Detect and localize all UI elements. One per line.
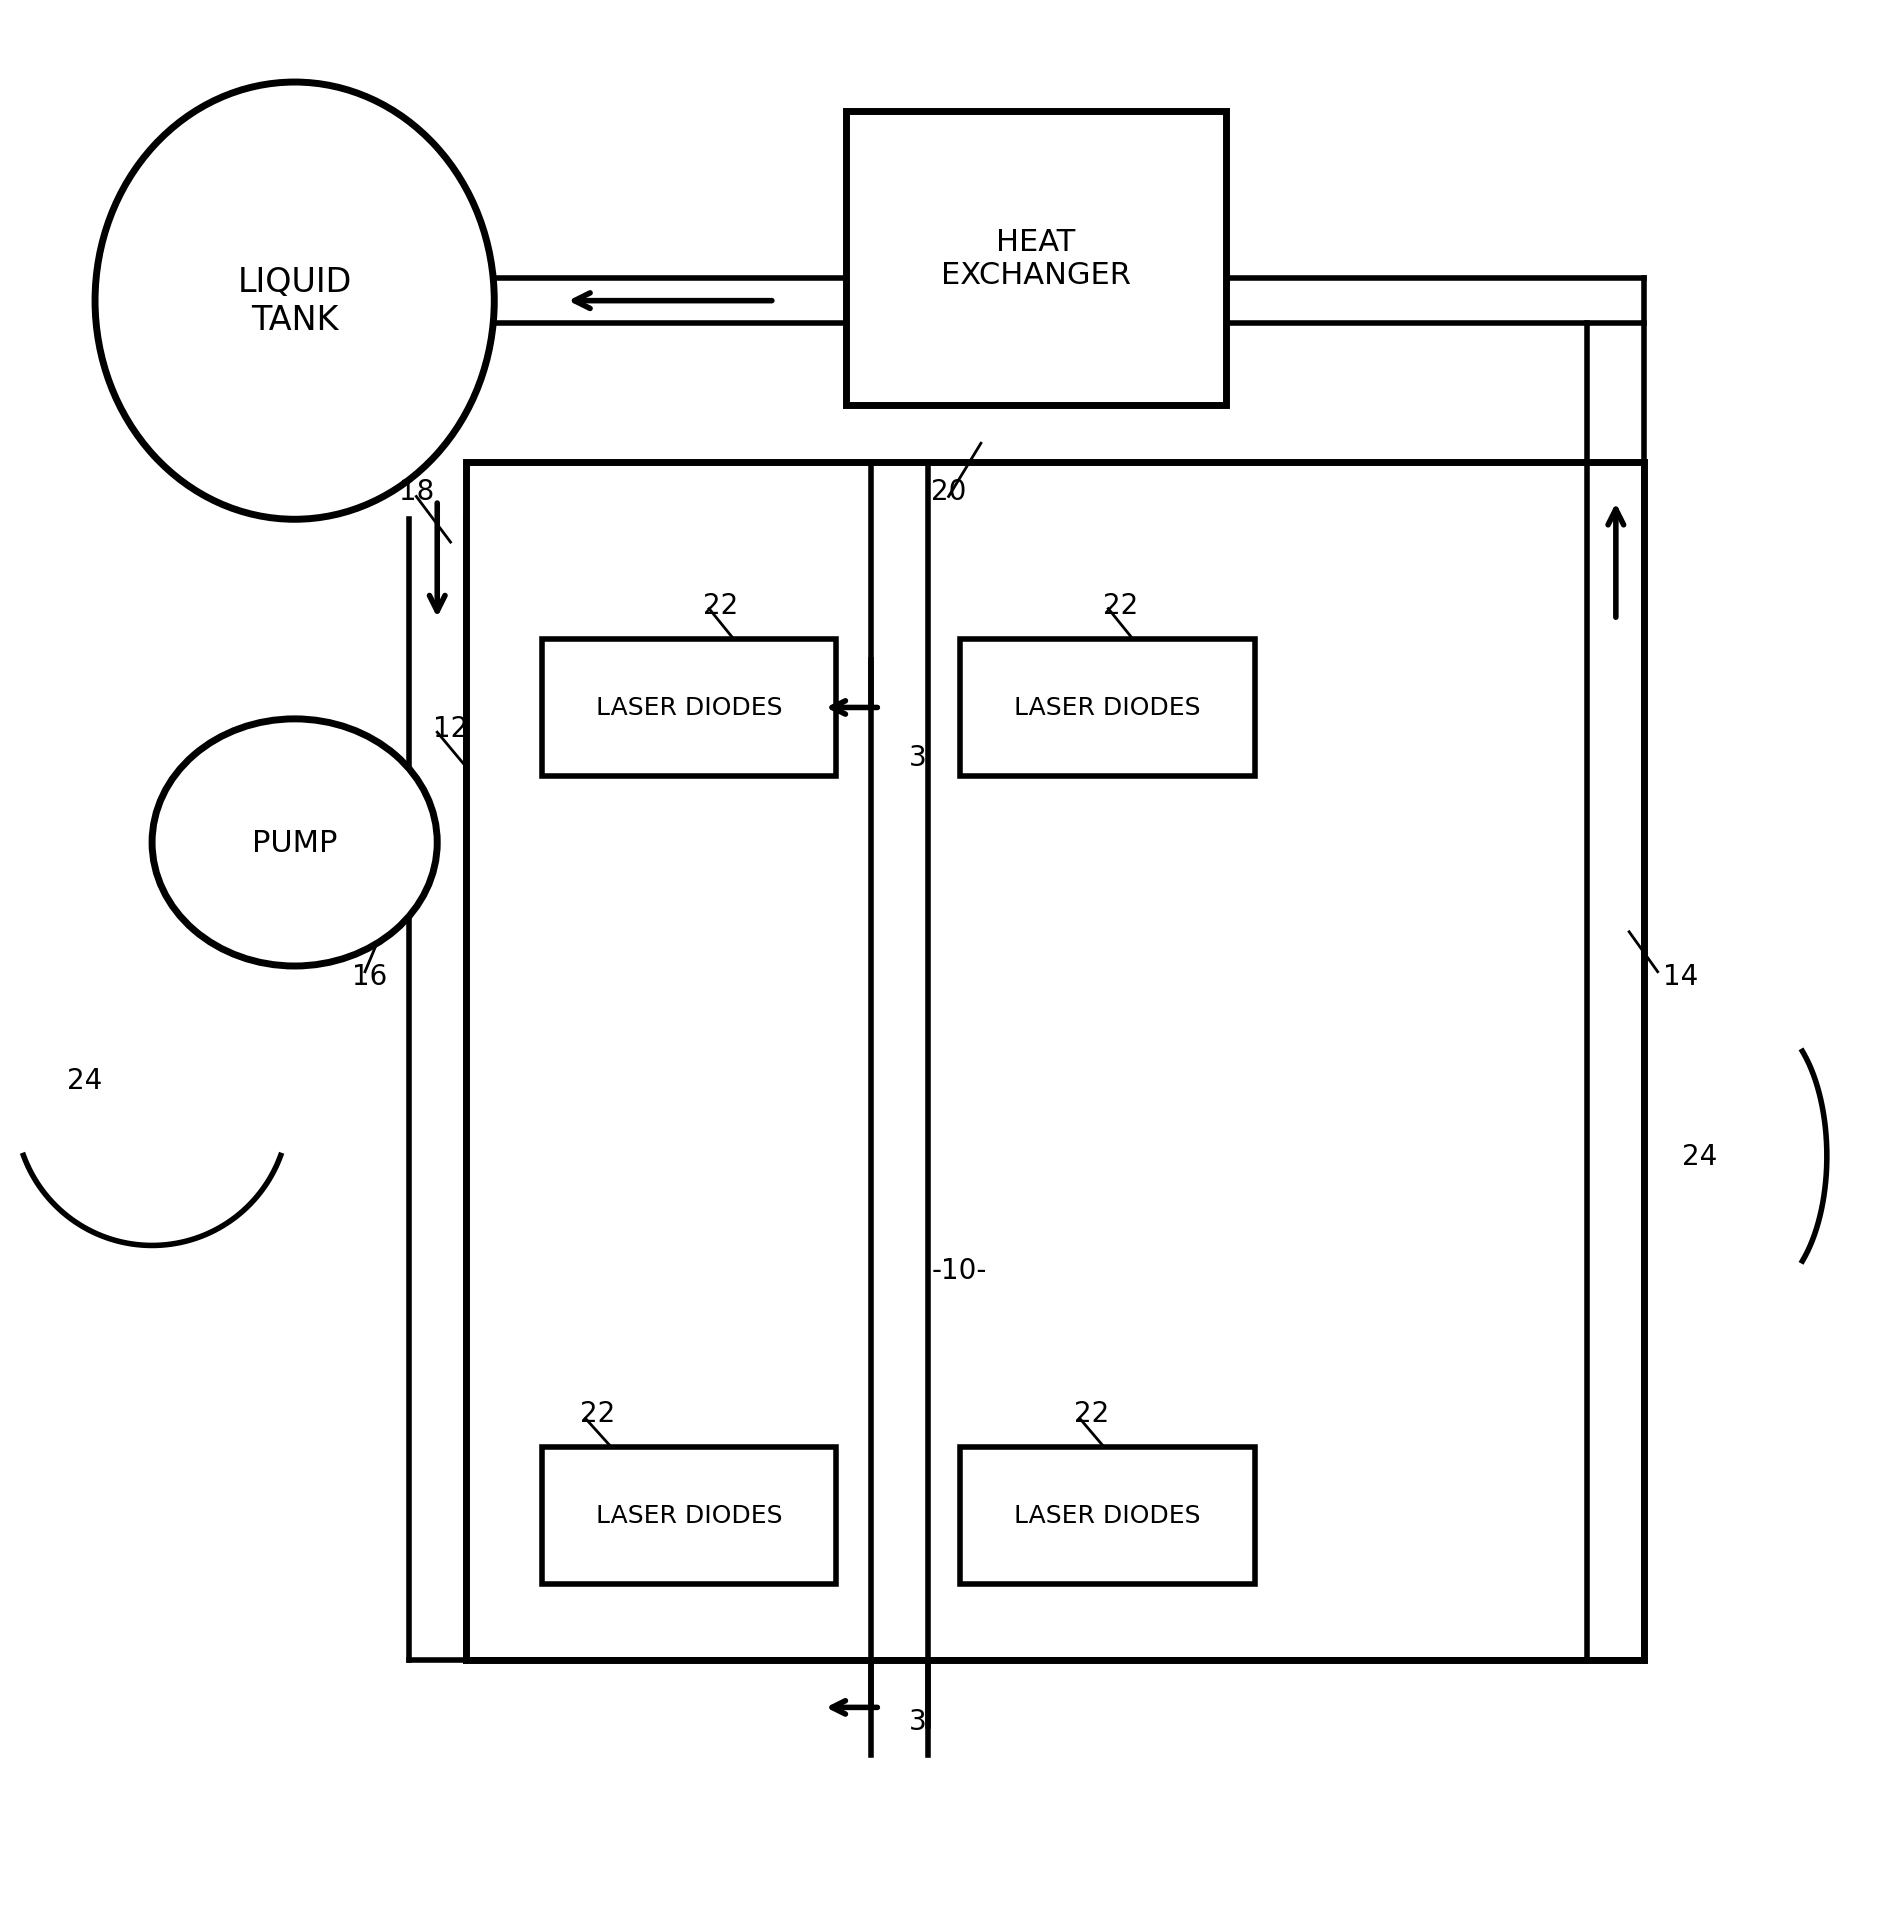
Text: -10-: -10- <box>931 1256 987 1284</box>
Text: 18: 18 <box>399 477 435 505</box>
Bar <box>542 639 836 777</box>
Text: LIQUID
TANK: LIQUID TANK <box>238 266 352 337</box>
Text: LASER DIODES: LASER DIODES <box>595 697 783 720</box>
Text: 20: 20 <box>931 477 968 505</box>
Text: 3: 3 <box>909 743 926 771</box>
Text: 22: 22 <box>580 1399 616 1428</box>
Text: 22: 22 <box>703 591 739 620</box>
Text: 12: 12 <box>433 716 470 743</box>
Text: 14: 14 <box>1663 963 1699 990</box>
Bar <box>542 1447 836 1585</box>
Text: PUMP: PUMP <box>253 829 336 857</box>
Text: 22: 22 <box>1074 1399 1110 1428</box>
Ellipse shape <box>152 720 437 967</box>
Text: HEAT
EXCHANGER: HEAT EXCHANGER <box>941 228 1131 291</box>
Bar <box>960 639 1255 777</box>
Bar <box>846 111 1226 406</box>
Bar <box>960 1447 1255 1585</box>
Text: LASER DIODES: LASER DIODES <box>595 1504 783 1527</box>
Bar <box>466 463 1644 1659</box>
Text: 3: 3 <box>909 1707 926 1734</box>
Text: LASER DIODES: LASER DIODES <box>1013 697 1201 720</box>
Text: 24: 24 <box>1682 1143 1719 1171</box>
Text: 16: 16 <box>352 963 388 990</box>
Text: LASER DIODES: LASER DIODES <box>1013 1504 1201 1527</box>
Text: 24: 24 <box>67 1066 103 1095</box>
Ellipse shape <box>95 82 494 521</box>
Text: 22: 22 <box>1103 591 1139 620</box>
